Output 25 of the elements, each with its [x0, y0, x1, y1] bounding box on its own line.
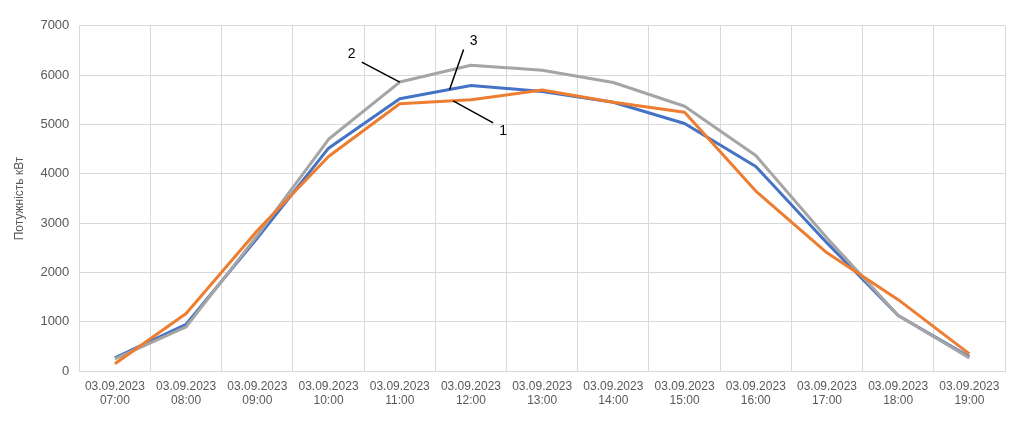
x-tick-label: 03.09.2023 14:00	[583, 378, 644, 408]
y-tick-label: 7000	[40, 17, 70, 33]
x-tick-label: 03.09.2023 16:00	[725, 378, 787, 408]
text: 2	[347, 44, 356, 61]
series-label: 1	[499, 121, 508, 138]
x-tick-label: 03.09.2023 13:00	[512, 378, 573, 408]
y-tick-label: 6000	[40, 66, 70, 82]
x-tick-label: 03.09.2023 18:00	[868, 378, 929, 408]
y-axis-title: Потужність кВт	[11, 156, 26, 241]
x-tick-label: 03.09.2023 08:00	[156, 378, 217, 408]
x-tick-label: 03.09.2023 15:00	[654, 378, 715, 408]
text: 3	[469, 32, 478, 49]
x-tick-label: 03.09.2023 10:00	[298, 378, 359, 408]
y-tick-label: 1000	[40, 313, 70, 329]
y-tick-label: 4000	[40, 165, 70, 181]
y-tick-label: 3000	[40, 214, 70, 230]
x-tick-label: 03.09.2023 07:00	[84, 378, 146, 408]
y-tick-label: 0	[62, 362, 70, 378]
x-tick-label: 03.09.2023 17:00	[796, 378, 858, 408]
x-tick-label: 03.09.2023 19:00	[939, 378, 1000, 408]
x-tick-label: 03.09.2023 12:00	[440, 378, 502, 408]
y-tick-label: 2000	[40, 264, 70, 280]
y-tick-label: 5000	[40, 116, 70, 132]
x-tick-label: 03.09.2023 09:00	[227, 378, 288, 408]
x-tick-label: 03.09.2023 11:00	[369, 378, 431, 408]
